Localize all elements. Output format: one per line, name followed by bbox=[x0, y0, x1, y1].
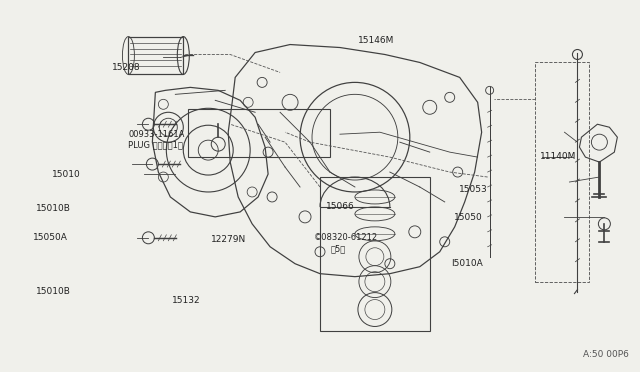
Text: 15050: 15050 bbox=[454, 213, 483, 222]
Text: （5）: （5） bbox=[331, 244, 346, 253]
Text: 15053: 15053 bbox=[460, 185, 488, 194]
Text: ©08320-61212: ©08320-61212 bbox=[314, 233, 378, 243]
Text: 15146M: 15146M bbox=[358, 36, 395, 45]
Text: 15208: 15208 bbox=[113, 63, 141, 72]
Text: 12279N: 12279N bbox=[211, 235, 246, 244]
Text: 15066: 15066 bbox=[326, 202, 355, 211]
Bar bbox=[129, 36, 183, 74]
Text: 15010B: 15010B bbox=[36, 287, 70, 296]
Text: 15050A: 15050A bbox=[33, 233, 67, 243]
Bar bbox=[534, 62, 589, 282]
Bar bbox=[188, 109, 330, 157]
Text: PLUG プラグ（1）: PLUG プラグ（1） bbox=[129, 141, 183, 150]
Text: A:50 00P6: A:50 00P6 bbox=[584, 350, 629, 359]
Text: 15010: 15010 bbox=[52, 170, 81, 179]
Text: 00933-1161A: 00933-1161A bbox=[129, 129, 185, 139]
Text: l5010A: l5010A bbox=[451, 259, 483, 268]
Bar bbox=[320, 177, 430, 331]
Text: 15132: 15132 bbox=[172, 296, 200, 305]
Text: 15010B: 15010B bbox=[36, 204, 70, 213]
Text: 11140M: 11140M bbox=[540, 152, 577, 161]
